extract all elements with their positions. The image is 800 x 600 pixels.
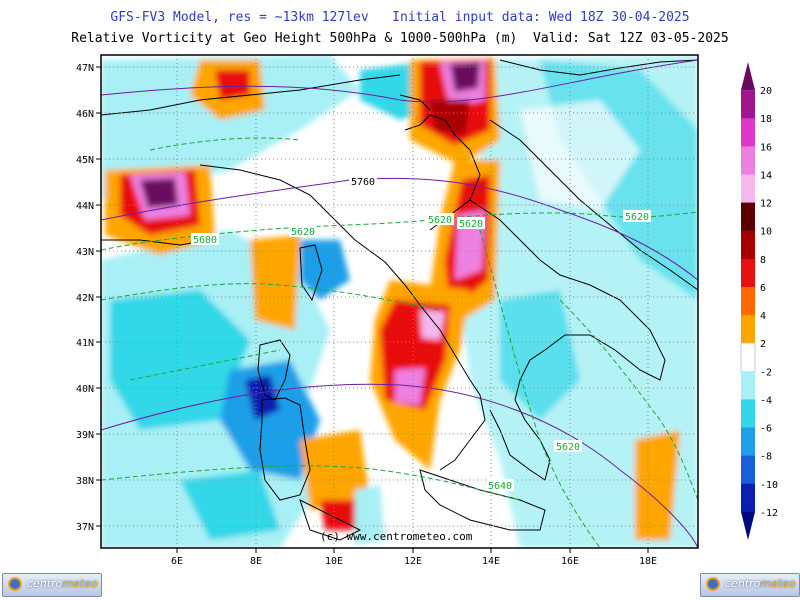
logo-icon	[706, 577, 720, 591]
height-contours	[101, 59, 698, 548]
lat-label: 46N	[76, 109, 94, 120]
colorbar-swatch	[741, 118, 755, 147]
logo-text-b: meteo	[62, 577, 98, 590]
colorbar-swatch	[741, 90, 755, 119]
model-title: GFS-FV3 Model, res = ~13km 127lev Initia…	[110, 10, 690, 25]
centrometeo-logo-left: centrometeo	[2, 573, 102, 597]
colorbar-swatch	[741, 455, 755, 485]
lat-label: 47N	[76, 63, 94, 74]
colorbar-label: 4	[760, 311, 766, 322]
colorbar-swatch	[741, 315, 755, 344]
colorbar-label: -12	[760, 508, 778, 519]
field-title: Relative Vorticity at Geo Height 500hPa …	[71, 31, 729, 46]
lon-label: 6E	[171, 556, 183, 567]
colorbar-label: 18	[760, 114, 772, 125]
colorbar-label: -10	[760, 480, 778, 491]
colorbar-label: 12	[760, 199, 772, 210]
colorbar-label: -2	[760, 367, 772, 378]
colorbar-label: -6	[760, 424, 772, 435]
colorbar: 20 18 16 14 12 10 8 6 4 2 -2 -4 -6 -8 -10 -12	[740, 62, 778, 540]
lon-label: 16E	[561, 556, 579, 567]
lat-label: 43N	[76, 247, 94, 258]
centrometeo-logo-right: centrometeo	[700, 573, 800, 597]
colorbar-swatch	[741, 371, 755, 400]
contour-label: 5620	[625, 212, 649, 223]
lat-label: 40N	[76, 384, 94, 395]
colorbar-label: 8	[760, 255, 766, 266]
lon-label: 18E	[639, 556, 657, 567]
colorbar-label: 16	[760, 142, 772, 153]
colorbar-swatch	[741, 230, 755, 260]
lon-label: 14E	[482, 556, 500, 567]
contour-label: 5620	[291, 227, 315, 238]
colorbar-label: 6	[760, 283, 766, 294]
axis-ticks	[96, 66, 649, 553]
map-frame	[100, 54, 699, 549]
contour-label: 5620	[459, 219, 483, 230]
colorbar-swatch	[741, 399, 755, 429]
coastline	[101, 59, 698, 541]
contour-label: 5620	[556, 442, 580, 453]
colorbar-swatch	[741, 427, 755, 457]
logo-text-a: centro	[725, 577, 761, 590]
lat-label: 41N	[76, 338, 94, 349]
colorbar-swatch	[741, 483, 755, 513]
contour-label: 5600	[193, 235, 217, 246]
lon-label: 8E	[250, 556, 262, 567]
colorbar-swatch	[741, 62, 755, 91]
contour-label: 5640	[488, 481, 512, 492]
lon-label: 12E	[404, 556, 422, 567]
colorbar-swatch	[741, 146, 755, 175]
colorbar-label: 2	[760, 339, 766, 350]
lat-label: 37N	[76, 522, 94, 533]
lat-label: 45N	[76, 155, 94, 166]
colorbar-swatch	[741, 511, 755, 540]
colorbar-label: -8	[760, 452, 772, 463]
colorbar-label: 20	[760, 86, 772, 97]
lat-label: 38N	[76, 476, 94, 487]
logo-text-a: centro	[27, 577, 63, 590]
lat-label: 39N	[76, 430, 94, 441]
logo-icon	[8, 577, 22, 591]
colorbar-swatch	[741, 202, 755, 232]
colorbar-label: 10	[760, 227, 772, 238]
vorticity-field	[101, 55, 698, 548]
contour-label: 5620	[428, 215, 452, 226]
lon-labels: 6E 8E 10E 12E 14E 16E 18E	[171, 556, 657, 567]
colorbar-swatch	[741, 174, 755, 204]
lat-label: 44N	[76, 201, 94, 212]
contour-labels: 5760 5620 5620 5600 5620 5620 5620 5640	[191, 175, 651, 492]
colorbar-swatch	[741, 258, 755, 288]
watermark: (c) www.centrometeo.com	[320, 530, 473, 543]
contour-label: 5760	[351, 177, 375, 188]
colorbar-swatch	[740, 342, 756, 373]
lat-labels: 47N 46N 45N 44N 43N 42N 41N 40N 39N 38N …	[76, 63, 94, 533]
colorbar-label: -4	[760, 395, 772, 406]
logo-text-b: meteo	[760, 577, 796, 590]
lon-label: 10E	[325, 556, 343, 567]
colorbar-label: 14	[760, 170, 772, 181]
lat-label: 42N	[76, 293, 94, 304]
colorbar-swatch	[741, 286, 755, 316]
